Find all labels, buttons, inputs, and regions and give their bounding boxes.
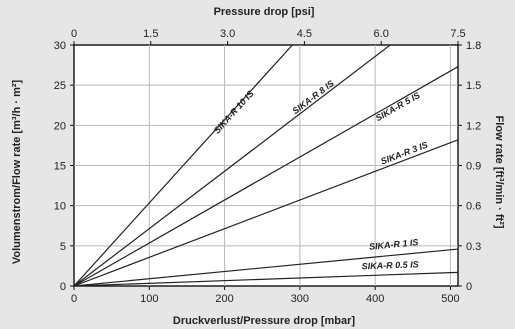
top-tick-label: 1.5 [143,28,158,40]
top-tick-label: 0 [71,28,77,40]
right-tick-label: 0.6 [466,201,481,213]
x-tick-label: 100 [140,293,158,305]
right-tick-label: 1.8 [466,40,481,52]
y-axis-title: Volumenstrom/Flow rate [m³/h · m²] [11,79,23,264]
x-tick-label: 400 [366,293,384,305]
series-line-4 [73,248,459,287]
right-tick-label: 1.2 [466,120,481,132]
top-axis-title: Pressure drop [psi] [214,6,315,18]
x-tick-label: 500 [441,293,459,305]
right-tick-label: 0.9 [466,161,481,173]
right-tick-label: 0 [466,281,472,293]
top-tick-label: 3.0 [220,28,235,40]
right-tick-label: 1.5 [466,80,481,92]
x-tick-label: 0 [71,293,77,305]
series-label: SIKA-R 0.5 IS [361,259,418,271]
right-axis-title: Flow rate [ft³/min · ft²] [493,115,505,228]
x-tick-label: 300 [291,293,309,305]
series-layer [73,44,459,287]
y-tick-label: 10 [54,201,66,213]
y-tick-label: 20 [54,120,66,132]
right-tick-label: 0.3 [466,241,481,253]
y-tick-label: 30 [54,40,66,52]
series-label: SIKA-R 1 IS [369,237,419,252]
x-axis-title: Druckverlust/Pressure drop [mbar] [173,315,356,327]
top-tick-label: 7.5 [450,28,465,40]
grid-layer [74,45,458,286]
y-tick-label: 0 [60,281,66,293]
series-line-3 [73,139,459,287]
series-line-0 [73,44,293,287]
top-tick-label: 6.0 [374,28,389,40]
x-tick-label: 200 [215,293,233,305]
y-tick-label: 25 [54,80,66,92]
series-line-5 [73,271,459,287]
top-tick-label: 4.5 [297,28,312,40]
series-line-2 [73,66,459,287]
y-tick-label: 5 [60,241,66,253]
series-line-1 [73,44,391,287]
tick-layer [70,41,462,290]
y-tick-label: 15 [54,161,66,173]
